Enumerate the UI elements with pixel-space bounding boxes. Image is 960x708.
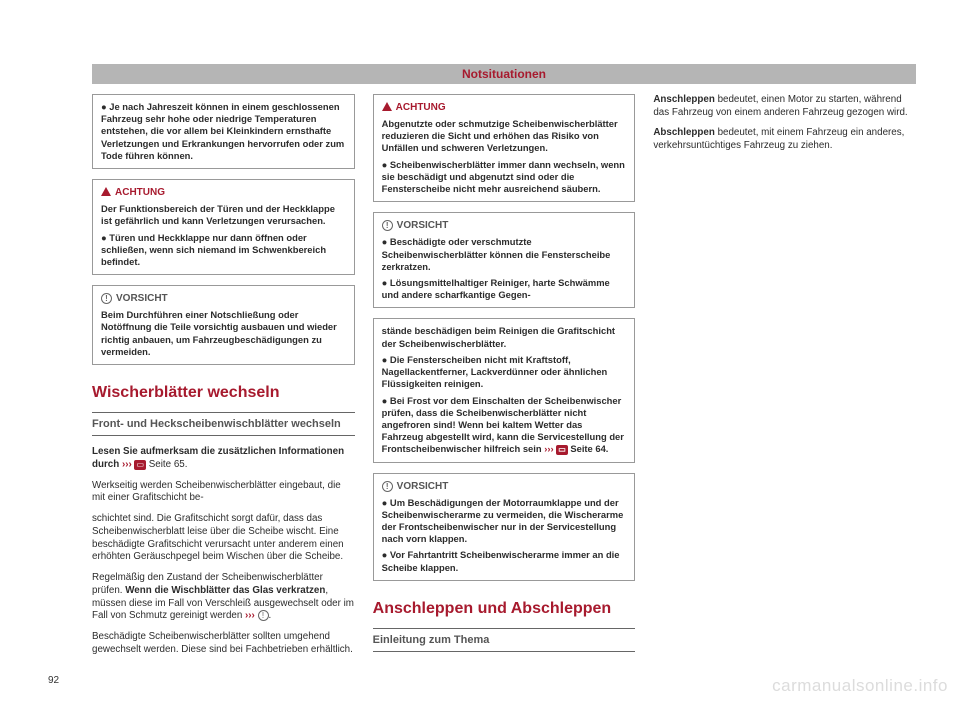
vorsicht-box-3: ! VORSICHT ● Um Beschädigungen der Motor… [373, 473, 636, 581]
vorsicht-box-1: ! VORSICHT Beim Durchführen einer Notsch… [92, 285, 355, 365]
achtung-label: ACHTUNG [115, 186, 165, 199]
warning-box-1: ● Je nach Jahreszeit können in einem ges… [92, 94, 355, 169]
vorsicht-bullet-a: ● Beschädigte oder verschmutzte Scheiben… [382, 236, 627, 273]
caution-circle-icon: ! [382, 220, 393, 231]
ref-link-3[interactable]: ››› [544, 443, 553, 454]
page-ref-link[interactable]: ››› [122, 459, 132, 470]
subsection-front-heck: Front- und Heckscheibenwischblätter wech… [92, 412, 355, 436]
achtung-box-2: ACHTUNG Abgenutzte oder schmutzige Schei… [373, 94, 636, 202]
info-circle-icon: ! [258, 610, 269, 621]
cont-text: stände beschädigen beim Reinigen die Gra… [382, 325, 627, 349]
vorsicht-box-2: ! VORSICHT ● Beschädigte oder verschmutz… [373, 212, 636, 308]
achtung-title: ACHTUNG [101, 186, 346, 199]
para-anschleppen: Anschleppen bedeutet, einen Motor zu sta… [653, 94, 916, 119]
achtung-title-2: ACHTUNG [382, 101, 627, 114]
subsection-einleitung: Einleitung zum Thema [373, 628, 636, 652]
subsection-title: Front- und Heckscheibenwischblätter wech… [92, 417, 355, 436]
para-regelmassig: Regelmäßig den Zustand der Scheibenwisch… [92, 572, 355, 623]
ref-link-2[interactable]: ››› [245, 610, 255, 621]
ref-text: Seite 65. [149, 459, 188, 470]
achtung-text-2: Abgenutzte oder schmutzige Scheibenwisch… [382, 118, 627, 155]
para-werks: Werkseitig werden Scheibenwischerblätter… [92, 480, 355, 505]
book-icon: ▭ [556, 445, 568, 455]
header-title: Notsituationen [462, 67, 546, 81]
achtung-bullet: ● Türen und Heckklappe nur dann öffnen o… [101, 232, 346, 269]
para-schichtet: schichtet sind. Die Grafitschicht sorgt … [92, 513, 355, 564]
cont-b1: ● Die Fensterscheiben nicht mit Kraftsto… [382, 354, 627, 391]
section-title-anschleppen: Anschleppen und Abschleppen [373, 599, 636, 620]
subsection-title-einl: Einleitung zum Thema [373, 633, 636, 652]
para-beschadigte: Beschädigte Scheibenwischerblätter sollt… [92, 631, 355, 656]
warning-triangle-icon [101, 187, 111, 196]
vorsicht-title-3: ! VORSICHT [382, 480, 627, 493]
watermark: carmanualsonline.info [772, 676, 948, 696]
page-number: 92 [48, 675, 59, 686]
achtung-text: Der Funktionsbereich der Türen und der H… [101, 203, 346, 227]
caution-circle-icon: ! [101, 293, 112, 304]
vorsicht-title: ! VORSICHT [101, 292, 346, 305]
vorsicht-label: VORSICHT [116, 292, 168, 305]
para-abschleppen: Abschleppen bedeutet, mit einem Fahrzeug… [653, 127, 916, 152]
vorsicht3-b1: ● Um Beschädigungen der Motorraumklappe … [382, 497, 627, 546]
para-lesen: Lesen Sie aufmerksam die zusätzlichen In… [92, 446, 355, 471]
warning-triangle-icon [382, 102, 392, 111]
warning-text: ● Je nach Jahreszeit können in einem ges… [101, 101, 346, 162]
vorsicht3-b2: ● Vor Fahrtantritt Scheibenwischerarme i… [382, 549, 627, 573]
section-title-wischer: Wischerblätter wechseln [92, 383, 355, 404]
book-icon: ▭ [134, 460, 146, 470]
cont-b2: ● Bei Frost vor dem Einschalten der Sche… [382, 395, 627, 456]
manual-page: Notsituationen ● Je nach Jahreszeit könn… [0, 0, 960, 708]
page-content: ● Je nach Jahreszeit können in einem ges… [92, 94, 916, 684]
achtung-box-1: ACHTUNG Der Funktionsbereich der Türen u… [92, 179, 355, 275]
vorsicht-title-2: ! VORSICHT [382, 219, 627, 232]
page-header: Notsituationen [92, 64, 916, 84]
vorsicht-text: Beim Durchführen einer Notschließung ode… [101, 309, 346, 358]
achtung-bullet-2: ● Scheibenwischerblätter immer dann wech… [382, 159, 627, 196]
continuation-box: stände beschädigen beim Reinigen die Gra… [373, 318, 636, 462]
vorsicht-bullet-b: ● Lösungsmittelhaltiger Reiniger, harte … [382, 277, 627, 301]
caution-circle-icon: ! [382, 481, 393, 492]
